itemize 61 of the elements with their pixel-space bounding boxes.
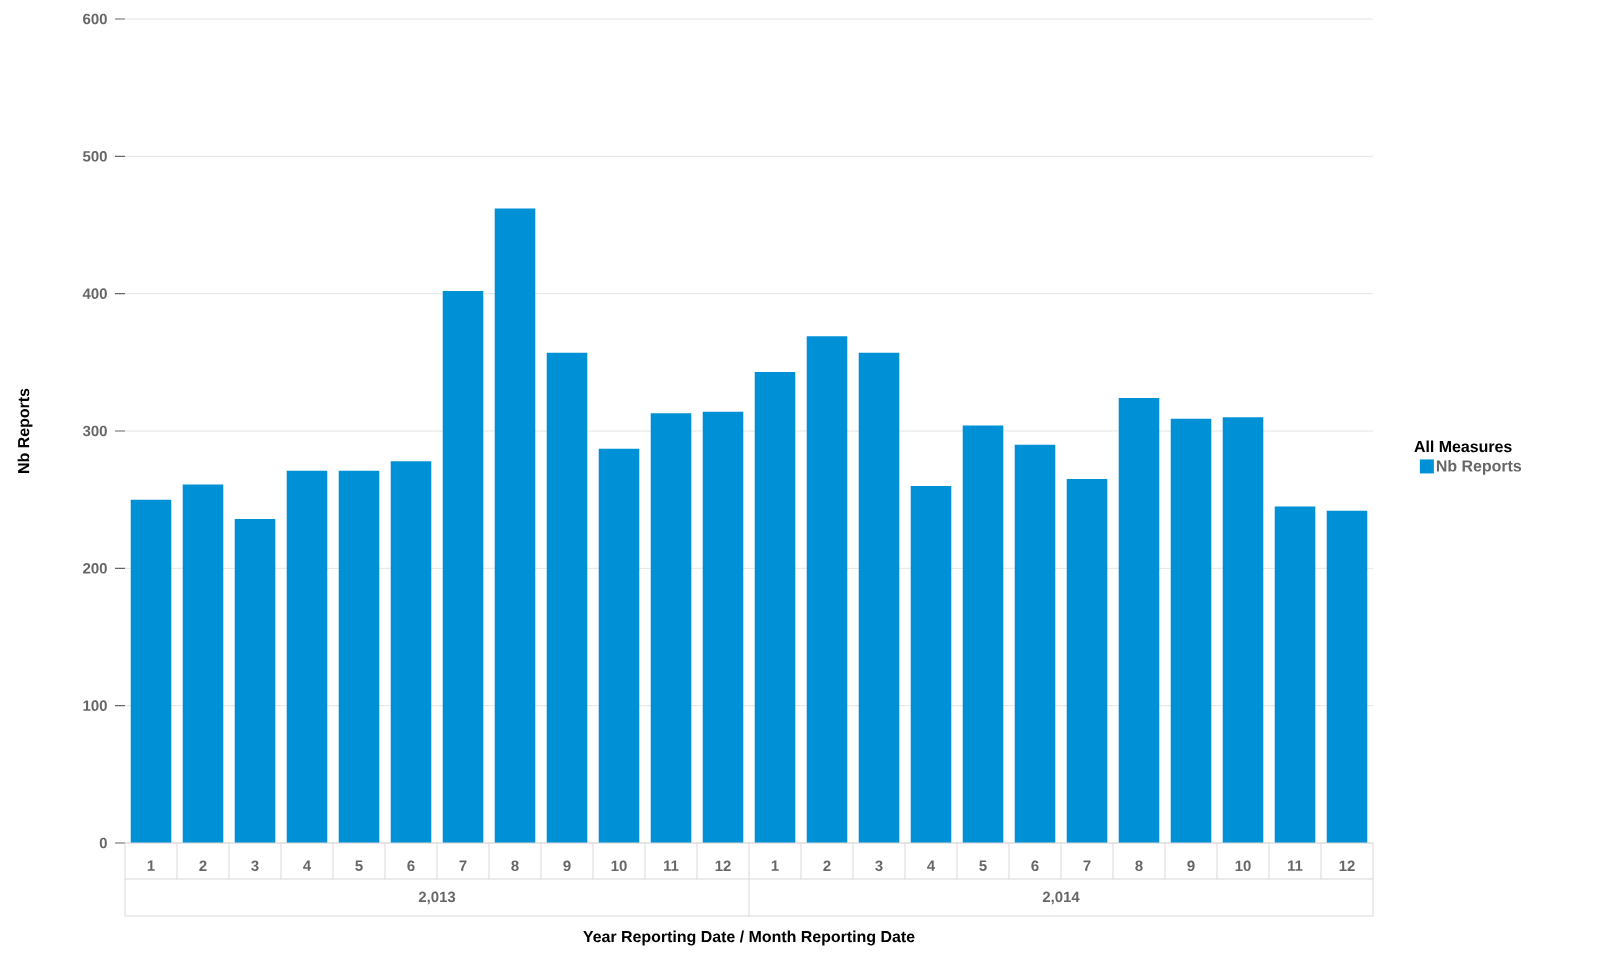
bar <box>234 518 276 843</box>
bar <box>182 484 224 843</box>
x-tick-label: 5 <box>355 860 363 871</box>
x-tick-label: 9 <box>1187 860 1195 872</box>
x-tick-label: 3 <box>875 860 883 872</box>
y-tick-label: 200 <box>83 563 107 574</box>
bar <box>130 499 172 843</box>
x-tick-label: 7 <box>1083 860 1091 871</box>
text: 2,014 <box>1042 891 1080 905</box>
x-tick-label: 2 <box>823 860 831 871</box>
y-tick-label: 400 <box>82 288 107 299</box>
bar <box>754 371 796 843</box>
y-tick-label: 300 <box>82 425 107 437</box>
legend-title: All Measures <box>1414 440 1512 453</box>
x-tick-label: 10 <box>611 860 627 872</box>
bar <box>286 470 328 843</box>
bar <box>1326 510 1368 843</box>
bar <box>1118 398 1160 843</box>
bar <box>1274 506 1316 843</box>
y-tick-label: 600 <box>83 13 107 25</box>
bar <box>494 208 536 843</box>
x-tick-label: 5 <box>979 860 987 871</box>
x-tick-label: 1 <box>771 860 779 871</box>
y-tick-label: 100 <box>83 700 107 711</box>
legend-label: Nb Reports <box>1436 459 1522 475</box>
text: 2,013 <box>418 891 456 905</box>
x-tick-label: 12 <box>715 860 731 871</box>
bar <box>806 336 848 843</box>
x-tick-label: 12 <box>1339 860 1355 871</box>
y-tick-label: 0 <box>99 837 107 849</box>
y-axis-title: Nb Reports <box>17 388 33 473</box>
x-tick-label: 6 <box>407 860 415 872</box>
bar <box>1222 417 1264 843</box>
bar <box>650 413 692 843</box>
x-tick-label: 10 <box>1235 860 1251 872</box>
bar <box>442 290 484 843</box>
x-tick-label: 11 <box>664 860 679 871</box>
x-tick-label: 4 <box>927 860 936 871</box>
x-tick-label: 3 <box>251 860 259 872</box>
x-tick-label: 2 <box>199 860 207 871</box>
y-tick-label: 500 <box>83 151 107 162</box>
bar <box>598 448 640 843</box>
bar <box>1170 418 1212 843</box>
bar <box>702 411 744 843</box>
x-axis-title: Year Reporting Date / Month Reporting Date <box>583 930 915 946</box>
x-tick-label: 7 <box>459 860 467 871</box>
bar <box>546 352 588 843</box>
x-tick-label: 1 <box>147 860 155 871</box>
x-tick-label: 8 <box>1135 860 1143 872</box>
bar <box>910 485 952 843</box>
bar <box>1066 479 1108 843</box>
x-tick-label: 8 <box>511 860 519 872</box>
bar <box>390 461 432 843</box>
bar <box>858 352 900 843</box>
x-tick-label: 6 <box>1031 860 1039 872</box>
bar <box>1014 444 1056 843</box>
bar <box>338 470 380 843</box>
x-tick-label: 4 <box>303 860 312 871</box>
x-tick-label: 9 <box>563 860 571 872</box>
bar <box>962 425 1004 843</box>
x-tick-label: 11 <box>1288 860 1303 871</box>
